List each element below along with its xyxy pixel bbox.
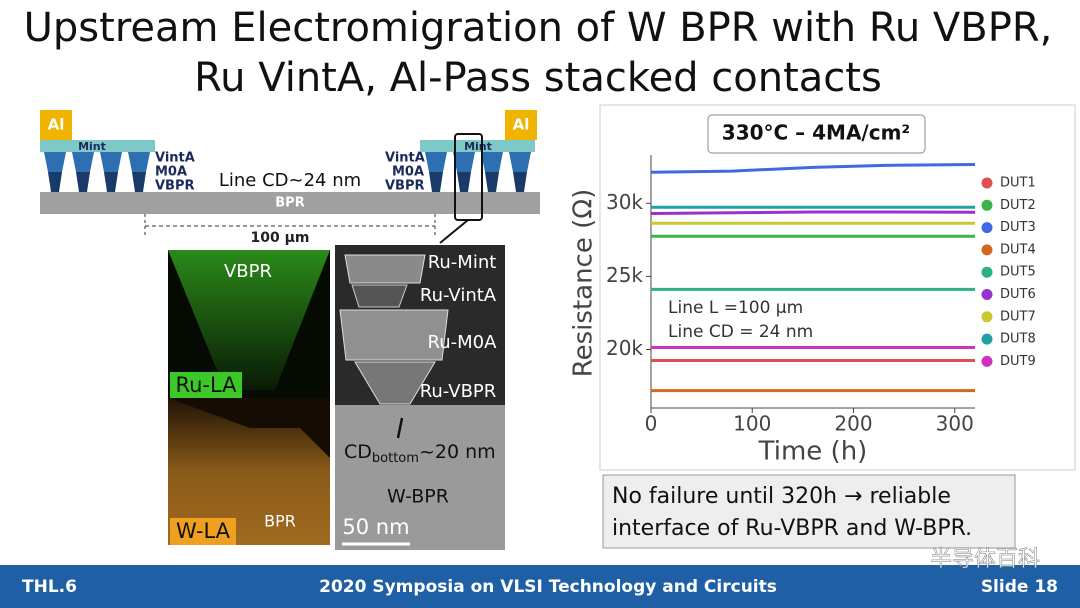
pad: [40, 110, 72, 140]
mint: [420, 140, 535, 152]
legend-marker: [981, 222, 993, 234]
x-tick-label: 100: [733, 412, 771, 436]
note-line: interface of Ru-VBPR and W-BPR.: [612, 516, 972, 541]
legend-marker: [981, 289, 993, 300]
y-tick-label: 30k: [606, 190, 643, 214]
legend-marker: [981, 333, 993, 345]
via-label: VintA: [385, 151, 425, 166]
x-tick-label: 0: [645, 412, 658, 436]
x-tick-label: 300: [936, 412, 974, 436]
legend-label: DUT8: [1000, 332, 1036, 347]
cd-label: CDbottom~20 nm: [344, 441, 496, 466]
title-line: Upstream Electromigration of W BPR with …: [24, 5, 1053, 51]
via-label: M0A: [392, 165, 424, 180]
pointer: [396, 417, 404, 439]
legend-label: DUT1: [1000, 176, 1036, 191]
footer-bar: [0, 565, 1080, 608]
pad: [505, 110, 537, 140]
pointer: [439, 219, 469, 244]
cd-sub: bottom: [372, 451, 419, 466]
image-label: Ru-Mint: [428, 252, 497, 273]
line-cd: Line CD~24 nm: [219, 170, 361, 191]
y-tick-label: 20k: [606, 336, 643, 360]
x-axis-label: Time (h): [758, 437, 868, 467]
vias: [44, 152, 531, 192]
x-tick-label: 200: [834, 412, 872, 436]
legend-marker: [981, 177, 993, 189]
bpr-label: BPR: [275, 196, 304, 211]
pad-label: Al: [513, 116, 530, 134]
image-label: VBPR: [224, 261, 272, 282]
via-label: VintA: [155, 151, 195, 166]
legend-label: DUT5: [1000, 265, 1036, 280]
legend-label: DUT2: [1000, 198, 1036, 213]
footer-center: 2020 Symposia on VLSI Technology and Cir…: [319, 577, 777, 597]
footer-right: Slide 18: [981, 577, 1058, 597]
tag-label: W-LA: [176, 519, 231, 543]
watermark: 半导体百科: [930, 547, 1040, 572]
image-label: Ru-VintA: [420, 285, 497, 306]
title-line: Ru VintA, Al-Pass stacked contacts: [194, 55, 882, 101]
mint: [40, 140, 155, 152]
image-label: BPR: [264, 512, 296, 531]
note-line: No failure until 320h → reliable: [612, 484, 951, 509]
mint-label: Mint: [464, 140, 492, 153]
legend-marker: [981, 266, 993, 278]
tag: [170, 372, 242, 398]
eds-image: VBPR Ru-LA BPR W-LA: [168, 250, 330, 545]
tag-label: Ru-LA: [175, 373, 237, 397]
legend-label: DUT3: [1000, 220, 1036, 235]
cd-main: CD: [344, 441, 372, 463]
tem-image: Ru-Mint Ru-VintA Ru-M0A Ru-VBPR CDbottom…: [335, 245, 505, 550]
length-label: 100 µm: [251, 230, 310, 246]
legend-marker: [981, 311, 993, 323]
bpr-bar: [40, 192, 540, 214]
legend-marker: [981, 199, 993, 211]
via-label: VBPR: [385, 179, 425, 194]
mint-label: Mint: [78, 140, 106, 153]
note-box: [602, 474, 1016, 549]
highlight-box: [454, 133, 483, 221]
legend-label: DUT6: [1000, 287, 1036, 302]
image-label: Ru-VBPR: [420, 381, 497, 402]
tag: [170, 518, 236, 545]
via-label: VBPR: [155, 179, 195, 194]
via-label: M0A: [155, 165, 187, 180]
image-label: Ru-M0A: [428, 332, 498, 353]
annotation: Line L =100 µm: [668, 298, 803, 318]
legend-label: DUT4: [1000, 242, 1036, 257]
pad-label: Al: [48, 116, 65, 134]
chart-title: 330°C – 4MA/cm²: [722, 121, 910, 145]
y-tick-label: 25k: [606, 263, 643, 287]
image-label: W-BPR: [387, 486, 449, 508]
legend-label: DUT9: [1000, 354, 1036, 369]
schematic: Al Mint VintA M0A VBPR Line CD~24 nm BPR…: [40, 110, 540, 246]
scale-label: 50 nm: [342, 515, 409, 539]
legend-label: DUT7: [1000, 309, 1036, 324]
series-line: [650, 210, 976, 215]
annotation: Line CD = 24 nm: [668, 322, 813, 342]
legend-marker: [981, 244, 993, 256]
y-axis-label: Resistance (Ω): [569, 189, 599, 378]
series-line: [650, 163, 976, 174]
cd-rest: ~20 nm: [419, 441, 496, 463]
legend-marker: [981, 355, 993, 367]
footer-left: THL.6: [22, 577, 77, 597]
chart-title-box: [707, 114, 926, 154]
